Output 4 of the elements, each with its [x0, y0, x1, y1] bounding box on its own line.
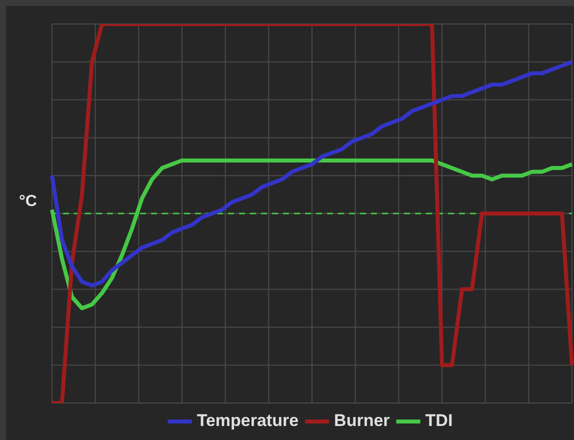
y-axis-title: °C	[19, 192, 38, 210]
legend-label: Temperature	[196, 411, 299, 430]
legend-label: Burner	[334, 411, 390, 430]
legend-label: TDI	[425, 411, 453, 430]
